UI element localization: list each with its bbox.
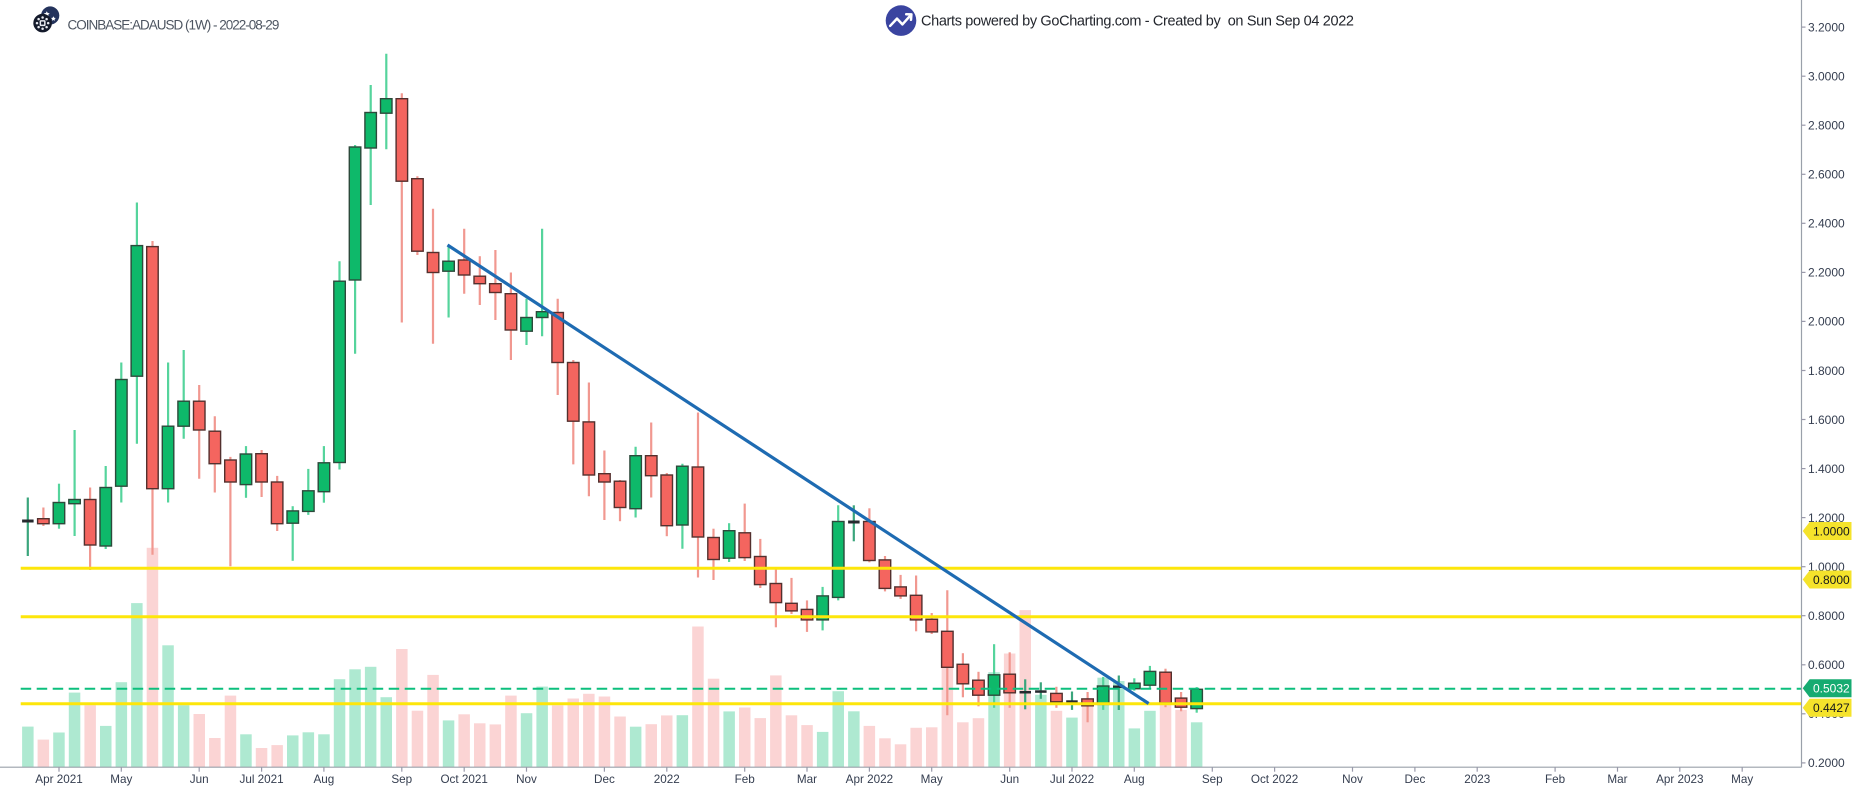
svg-text:Apr 2022: Apr 2022 (846, 773, 893, 786)
svg-text:0.8000: 0.8000 (1808, 609, 1845, 623)
svg-text:Oct 2021: Oct 2021 (440, 773, 487, 786)
svg-text:3.2000: 3.2000 (1808, 20, 1845, 34)
svg-text:Jun: Jun (1000, 773, 1019, 786)
svg-text:Feb: Feb (735, 773, 756, 786)
svg-text:Aug: Aug (314, 773, 335, 786)
svg-text:COINBASE:ADAUSD (1W) - 2022-08: COINBASE:ADAUSD (1W) - 2022-08-29 (68, 17, 279, 32)
svg-text:1.8000: 1.8000 (1808, 364, 1845, 378)
svg-text:Nov: Nov (516, 773, 537, 786)
svg-text:0.4427: 0.4427 (1813, 701, 1850, 715)
svg-text:Nov: Nov (1342, 773, 1363, 786)
svg-text:3.0000: 3.0000 (1808, 70, 1845, 84)
svg-text:Sep: Sep (1202, 773, 1223, 786)
svg-text:0.2000: 0.2000 (1808, 756, 1845, 770)
svg-text:Oct 2022: Oct 2022 (1251, 773, 1298, 786)
svg-text:Jul 2021: Jul 2021 (239, 773, 283, 786)
svg-text:Jul 2022: Jul 2022 (1050, 773, 1094, 786)
svg-text:Dec: Dec (594, 773, 615, 786)
svg-text:2.6000: 2.6000 (1808, 168, 1845, 182)
svg-text:2022: 2022 (654, 773, 680, 786)
svg-text:Jun: Jun (190, 773, 209, 786)
svg-text:Mar: Mar (797, 773, 817, 786)
svg-text:0.6000: 0.6000 (1808, 658, 1845, 672)
svg-text:0.5032: 0.5032 (1813, 682, 1850, 696)
svg-text:Mar: Mar (1607, 773, 1627, 786)
svg-text:Charts powered by GoCharting.c: Charts powered by GoCharting.com - Creat… (921, 13, 1354, 29)
svg-text:Aug: Aug (1124, 773, 1145, 786)
svg-text:Apr 2021: Apr 2021 (35, 773, 82, 786)
svg-text:Sep: Sep (391, 773, 412, 786)
svg-text:1.6000: 1.6000 (1808, 413, 1845, 427)
svg-text:Feb: Feb (1545, 773, 1566, 786)
svg-text:2.4000: 2.4000 (1808, 217, 1845, 231)
svg-text:Dec: Dec (1405, 773, 1426, 786)
svg-text:1.0000: 1.0000 (1813, 524, 1850, 538)
svg-text:1.4000: 1.4000 (1808, 462, 1845, 476)
svg-text:0.8000: 0.8000 (1813, 573, 1850, 587)
svg-text:May: May (110, 773, 132, 786)
svg-text:2.0000: 2.0000 (1808, 315, 1845, 329)
svg-text:2.2000: 2.2000 (1808, 266, 1845, 280)
svg-text:May: May (1731, 773, 1753, 786)
svg-text:1.2000: 1.2000 (1808, 511, 1845, 525)
svg-text:Apr 2023: Apr 2023 (1656, 773, 1703, 786)
svg-text:2.8000: 2.8000 (1808, 119, 1845, 133)
svg-text:May: May (921, 773, 943, 786)
svg-text:2023: 2023 (1464, 773, 1490, 786)
